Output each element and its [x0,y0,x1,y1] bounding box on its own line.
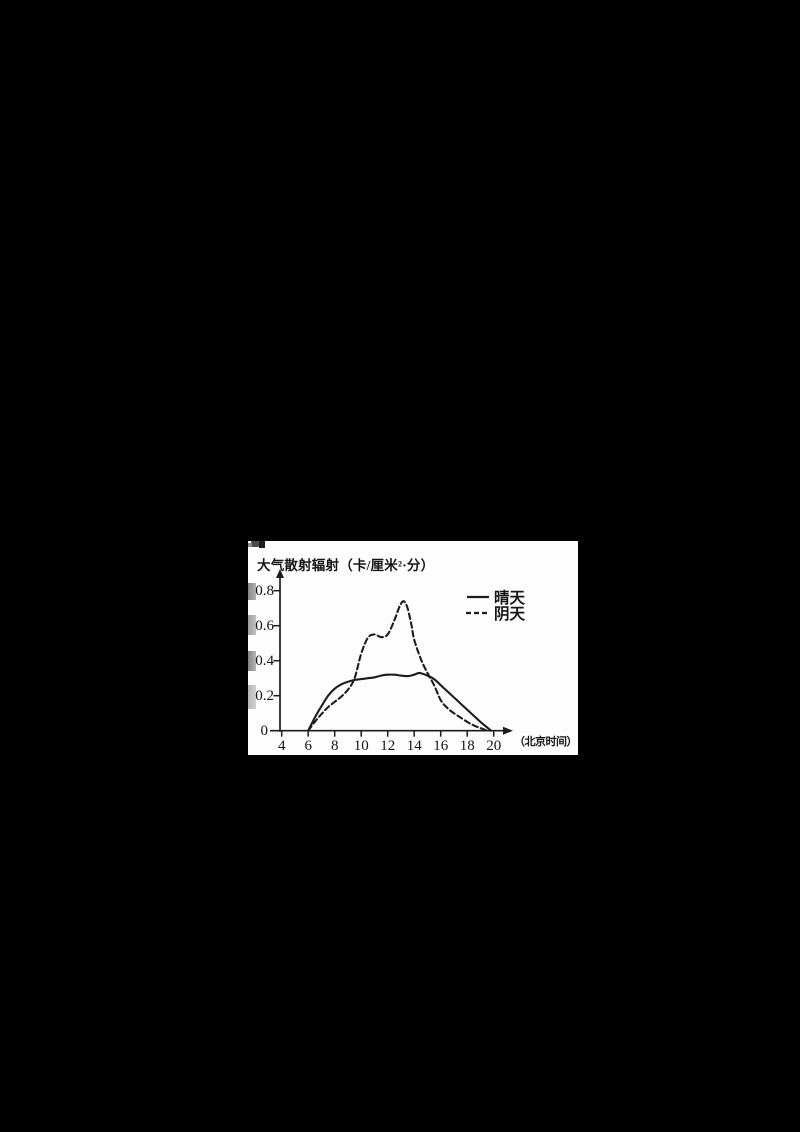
y-tick-label: 0.6 [255,617,274,634]
scan-artifact [248,685,256,709]
dashed-line-sample-icon [466,611,489,615]
y-tick-label: 0 [260,722,269,739]
x-tick-label: 4 [277,738,286,754]
scan-artifact [248,615,256,635]
x-tick-label: 8 [330,738,339,754]
x-tick-label: 18 [459,738,475,754]
y-axis-arrow-icon [276,569,284,578]
chart-legend: 晴天 阴天 [466,589,526,623]
series-line-solid [307,671,493,732]
legend-item-cloudy-day: 阴天 [466,605,526,623]
solid-line-sample-icon [467,595,489,599]
scan-artifact [248,543,252,547]
y-tick-label: 0.8 [255,582,274,599]
legend-label-cloudy: 阴天 [494,606,526,623]
scan-artifact [259,541,265,548]
y-tick-label: 0.2 [255,687,274,704]
x-tick-label: 12 [380,738,396,754]
scan-artifact [251,541,259,547]
x-tick-label: 6 [304,738,312,754]
x-tick-label: 16 [433,738,449,754]
x-axis-unit-label: （北京时间） [514,736,578,748]
legend-label-clear: 晴天 [494,590,526,607]
chart-panel: 大气散射辐射（卡/厘米²·分） 0 0.2 0.4 0.6 0.8 4 6 8 10 12 14 1… [248,541,578,755]
chart-title: 大气散射辐射（卡/厘米²·分） [257,558,435,573]
series-line-dashed [307,600,489,732]
legend-item-clear-day: 晴天 [466,589,526,607]
scan-artifact [248,583,256,600]
chart-canvas [270,569,513,737]
x-axis-arrow-icon [503,726,513,735]
y-tick-label: 0.4 [255,652,274,669]
scan-artifact [248,651,256,671]
x-tick-label: 14 [406,738,422,754]
x-tick-label: 20 [486,738,502,754]
x-tick-label: 10 [353,738,369,754]
